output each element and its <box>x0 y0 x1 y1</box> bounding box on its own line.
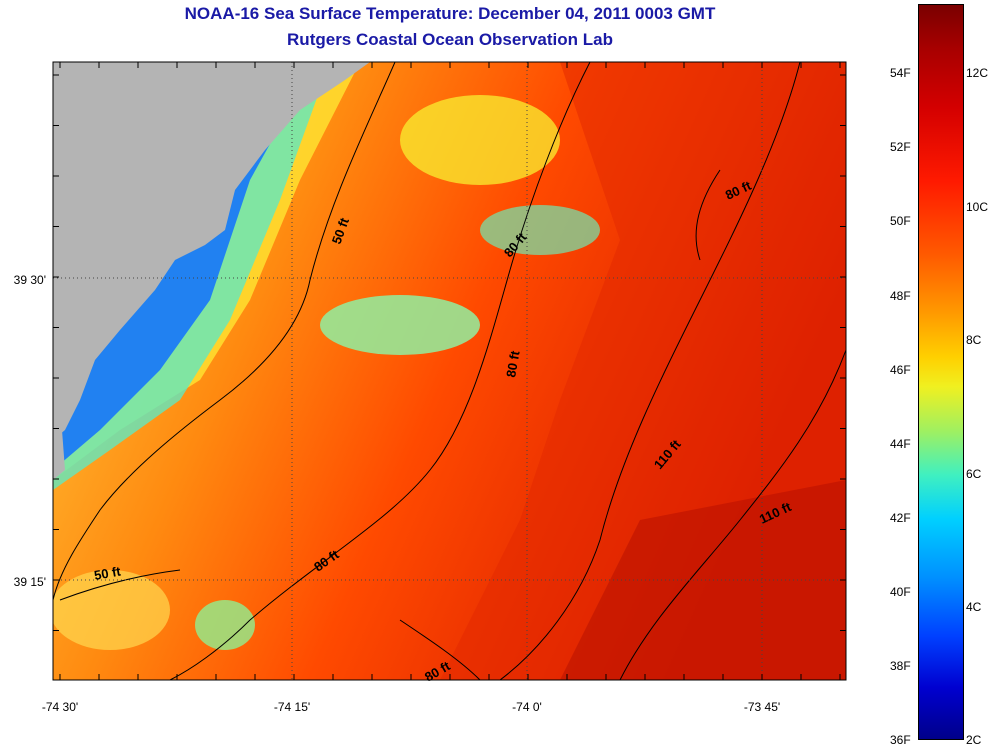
colorbar-f-label: 52F <box>890 140 911 154</box>
colorbar-f-label: 42F <box>890 511 911 525</box>
colorbar-f-label: 50F <box>890 214 911 228</box>
temperature-colorbar <box>918 4 964 740</box>
colorbar-c-label: 12C <box>966 66 989 80</box>
colorbar-c-label: 2C <box>966 733 982 747</box>
contour-label: 50 ft <box>93 563 123 583</box>
axis-ticks <box>53 62 846 680</box>
y-tick-label: 39 15' <box>13 575 46 589</box>
x-tick-label: -74 0' <box>512 700 542 714</box>
colorbar-f-label: 44F <box>890 437 911 451</box>
y-tick-label: 39 30' <box>13 273 46 287</box>
land-mass <box>53 62 370 440</box>
colorbar-f-label: 36F <box>890 733 911 747</box>
colorbar-c-label: 10C <box>966 200 989 214</box>
colorbar-c-label: 4C <box>966 600 982 614</box>
x-tick-label: -73 45' <box>743 700 781 714</box>
colorbar-c-label: 6C <box>966 467 982 481</box>
bathymetry-contours <box>53 62 846 680</box>
colorbar-f-label: 38F <box>890 659 911 673</box>
cool-patch <box>480 205 600 255</box>
cool-patch <box>195 600 255 650</box>
x-tick-label: -74 30' <box>41 700 79 714</box>
map-title: NOAA-16 Sea Surface Temperature: Decembe… <box>184 4 716 23</box>
colorbar-f-label: 48F <box>890 289 911 303</box>
graticule <box>53 62 846 680</box>
land-mass <box>53 430 65 480</box>
contour-label: 80 ft <box>503 349 523 379</box>
colorbar-f-label: 40F <box>890 585 911 599</box>
yellow-patch <box>53 570 170 650</box>
map-subtitle: Rutgers Coastal Ocean Observation Lab <box>287 30 613 49</box>
colorbar-f-label: 54F <box>890 66 911 80</box>
cool-patch <box>320 295 480 355</box>
x-tick-label: -74 15' <box>273 700 311 714</box>
warmest-water-region <box>560 480 846 680</box>
colorbar-f-label: 46F <box>890 363 911 377</box>
yellow-patch <box>400 95 560 185</box>
colorbar-c-label: 8C <box>966 333 982 347</box>
